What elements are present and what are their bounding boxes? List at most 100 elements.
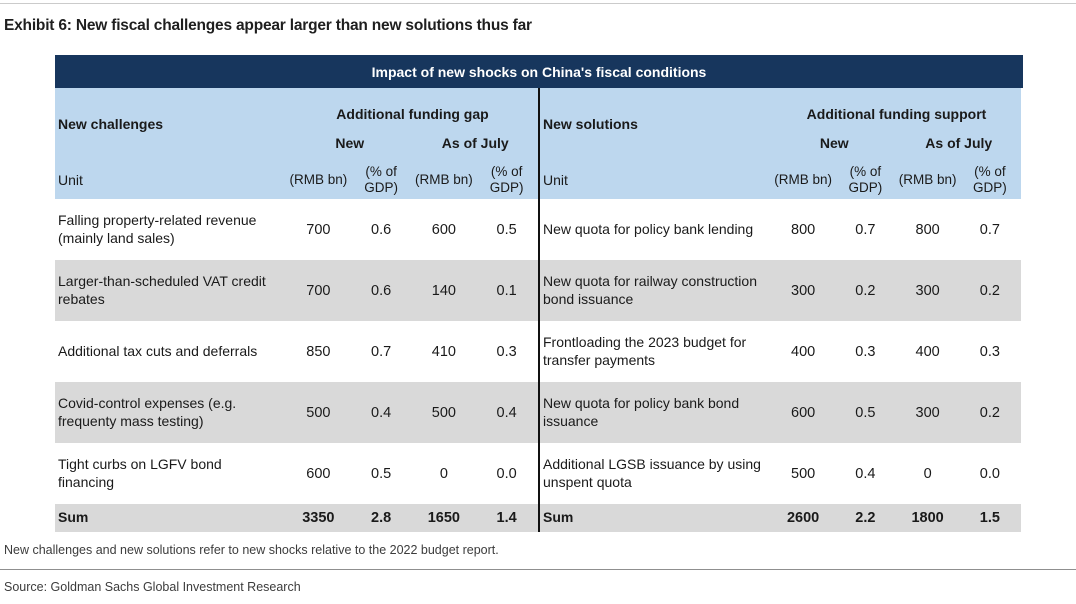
value-cell: 0.4 <box>496 404 517 421</box>
unit-header: (% of GDP) <box>489 163 524 195</box>
subheader-as-of-july: As of July <box>441 135 509 151</box>
value-cell: 0 <box>923 465 932 482</box>
new-solutions-section: New solutions Additional funding support… <box>538 88 1021 532</box>
value-cell: 1800 <box>911 510 944 526</box>
value-cell: 300 <box>915 404 940 421</box>
value-cell: 1650 <box>427 510 460 526</box>
value-cell: 0.7 <box>855 221 876 238</box>
value-cell: 0.6 <box>371 282 392 299</box>
row-label: Additional LGSB issuance by using unspen… <box>543 456 761 490</box>
value-cell: 0.0 <box>979 465 1000 482</box>
table-row: Falling property-related revenue (mainly… <box>55 199 538 260</box>
unit-row-label: Unit <box>543 171 568 188</box>
value-cell: 700 <box>306 221 331 238</box>
table-row: Tight curbs on LGFV bond financing 600 0.5… <box>55 443 538 504</box>
value-cell: 0.3 <box>979 343 1000 360</box>
value-cell: 0.4 <box>371 404 392 421</box>
unit-header: (RMB bn) <box>414 171 473 187</box>
row-label: Frontloading the 2023 budget for transfe… <box>543 334 747 368</box>
value-cell: 800 <box>791 221 816 238</box>
sum-row: Sum 3350 2.8 1650 1.4 <box>55 504 538 532</box>
challenges-header: New challenges Additional funding gap Ne… <box>55 88 538 199</box>
value-cell: 400 <box>791 343 816 360</box>
value-cell: 300 <box>915 282 940 299</box>
row-label: New quota for policy bank lending <box>543 220 754 237</box>
unit-header: (RMB bn) <box>774 171 832 187</box>
value-cell: 0.3 <box>496 343 517 360</box>
table-row: Additional tax cuts and deferrals 850 0.7 4… <box>55 321 538 382</box>
value-cell: 0.6 <box>371 221 392 238</box>
value-cell: 140 <box>431 282 456 299</box>
value-cell: 600 <box>791 404 816 421</box>
unit-row-label: Unit <box>58 171 83 188</box>
sum-row: Sum 2600 2.2 1800 1.5 <box>540 504 1021 532</box>
value-cell: 0.2 <box>979 404 1000 421</box>
row-label: New quota for policy bank bond issuance <box>543 395 740 429</box>
footnote: New challenges and new solutions refer t… <box>4 543 499 557</box>
value-cell: 2.2 <box>855 510 876 526</box>
table-row: Larger-than-scheduled VAT credit rebates… <box>55 260 538 321</box>
value-cell: 2600 <box>786 510 820 526</box>
challenges-rows: Falling property-related revenue (mainly… <box>55 199 538 532</box>
row-label: Sum <box>543 509 574 526</box>
subheader-as-of-july: As of July <box>925 135 993 151</box>
span-label-funding-gap: Additional funding gap <box>336 106 489 122</box>
value-cell: 400 <box>915 343 940 360</box>
value-cell: 600 <box>431 221 456 238</box>
value-cell: 600 <box>306 465 331 482</box>
subheader-new: New <box>335 135 365 151</box>
fiscal-conditions-table: Impact of new shocks on China's fiscal c… <box>55 55 1023 532</box>
value-cell: 800 <box>915 221 940 238</box>
row-label: Tight curbs on LGFV bond financing <box>58 456 222 490</box>
group-label-new-solutions: New solutions <box>543 116 638 132</box>
value-cell: 0.0 <box>496 465 517 482</box>
group-label-new-challenges: New challenges <box>58 116 164 132</box>
unit-header: (% of GDP) <box>973 163 1007 195</box>
value-cell: 300 <box>791 282 816 299</box>
value-cell: 0.5 <box>496 221 517 238</box>
footer-divider-rule <box>0 569 1076 570</box>
table-row: Additional LGSB issuance by using unspen… <box>540 443 1021 504</box>
table-body: New challenges Additional funding gap Ne… <box>55 88 1023 532</box>
unit-header: (RMB bn) <box>289 171 348 187</box>
table-row: New quota for policy bank bond issuance 6… <box>540 382 1021 443</box>
value-cell: 500 <box>431 404 456 421</box>
value-cell: 500 <box>791 465 816 482</box>
table-row: Covid-control expenses (e.g. frequenty m… <box>55 382 538 443</box>
row-label: New quota for railway construction bond … <box>543 273 757 307</box>
value-cell: 0.4 <box>855 465 876 482</box>
value-cell: 2.8 <box>371 510 392 526</box>
table-row: New quota for policy bank lending 800 0.7 8… <box>540 199 1021 260</box>
solutions-header: New solutions Additional funding support… <box>540 88 1021 199</box>
value-cell: 0.2 <box>855 282 876 299</box>
exhibit-title: Exhibit 6: New fiscal challenges appear … <box>4 17 532 34</box>
table-row: New quota for railway construction bond … <box>540 260 1021 321</box>
value-cell: 0.5 <box>855 404 876 421</box>
unit-header: (RMB bn) <box>898 171 957 187</box>
value-cell: 0.7 <box>979 221 1000 238</box>
value-cell: 850 <box>306 343 331 360</box>
value-cell: 1.4 <box>496 510 517 526</box>
value-cell: 0.1 <box>496 282 517 299</box>
row-label: Larger-than-scheduled VAT credit rebates <box>58 273 266 307</box>
table-row: Frontloading the 2023 budget for transfe… <box>540 321 1021 382</box>
value-cell: 500 <box>306 404 331 421</box>
value-cell: 1.5 <box>979 510 1000 526</box>
value-cell: 0.2 <box>979 282 1000 299</box>
new-challenges-section: New challenges Additional funding gap Ne… <box>55 88 538 532</box>
solutions-rows: New quota for policy bank lending 800 0.7 8… <box>540 199 1021 532</box>
row-label: Falling property-related revenue (mainly… <box>58 212 257 246</box>
unit-header: (% of GDP) <box>364 163 398 195</box>
value-cell: 700 <box>306 282 331 299</box>
subheader-new: New <box>819 135 849 151</box>
value-cell: 3350 <box>302 510 335 526</box>
value-cell: 0.3 <box>855 343 876 360</box>
value-cell: 410 <box>431 343 456 360</box>
value-cell: 0.5 <box>371 465 392 482</box>
unit-header: (% of GDP) <box>848 163 883 195</box>
span-label-funding-support: Additional funding support <box>806 106 987 122</box>
row-label: Sum <box>58 509 89 526</box>
row-label: Additional tax cuts and deferrals <box>58 342 258 359</box>
source-line: Source: Goldman Sachs Global Investment … <box>4 580 301 594</box>
